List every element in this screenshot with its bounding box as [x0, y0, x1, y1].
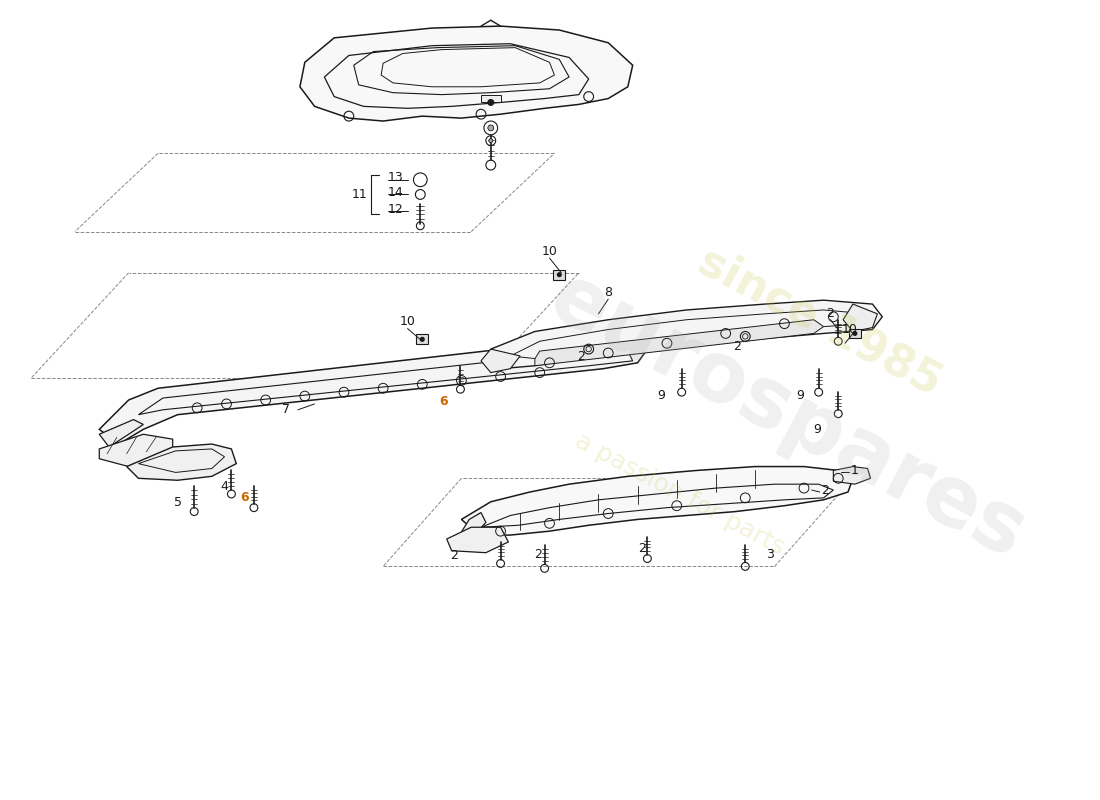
- Polygon shape: [460, 513, 486, 542]
- Text: 12: 12: [388, 202, 404, 216]
- Text: 9: 9: [814, 423, 822, 436]
- Circle shape: [420, 338, 425, 342]
- Circle shape: [852, 331, 857, 335]
- Text: 10: 10: [541, 245, 558, 258]
- Text: a passion for parts: a passion for parts: [571, 429, 789, 559]
- Polygon shape: [99, 339, 648, 444]
- Text: 2: 2: [534, 548, 541, 561]
- Polygon shape: [535, 320, 824, 366]
- Circle shape: [488, 138, 493, 142]
- Text: 14: 14: [388, 186, 404, 199]
- Text: 8: 8: [604, 286, 613, 299]
- Text: 2: 2: [822, 483, 829, 497]
- Polygon shape: [447, 527, 508, 553]
- Text: 10: 10: [842, 323, 858, 336]
- Polygon shape: [834, 466, 870, 484]
- Text: 1: 1: [851, 464, 859, 477]
- Text: 2: 2: [576, 350, 585, 363]
- Text: 6: 6: [240, 491, 249, 504]
- Polygon shape: [843, 304, 878, 331]
- Text: 9: 9: [796, 389, 804, 402]
- Polygon shape: [99, 419, 143, 447]
- Polygon shape: [99, 434, 173, 466]
- Circle shape: [487, 125, 494, 131]
- Text: 2: 2: [639, 542, 647, 555]
- Text: 2: 2: [450, 549, 458, 562]
- Text: 4: 4: [221, 480, 229, 493]
- Text: 11: 11: [352, 188, 367, 201]
- Polygon shape: [300, 26, 632, 121]
- Polygon shape: [417, 334, 428, 344]
- Polygon shape: [553, 270, 565, 280]
- Text: 10: 10: [399, 315, 416, 328]
- Circle shape: [487, 99, 494, 106]
- Text: 3: 3: [766, 548, 773, 561]
- Text: since 1985: since 1985: [691, 239, 948, 404]
- Polygon shape: [126, 444, 236, 480]
- Text: 7: 7: [282, 403, 290, 416]
- Text: 9: 9: [657, 389, 665, 402]
- Text: 2: 2: [734, 340, 741, 353]
- Polygon shape: [481, 349, 520, 373]
- Polygon shape: [481, 94, 500, 102]
- Polygon shape: [491, 300, 882, 369]
- Text: 5: 5: [174, 496, 182, 510]
- Polygon shape: [849, 329, 861, 338]
- Text: 6: 6: [440, 395, 448, 409]
- Text: 13: 13: [388, 171, 404, 184]
- Text: 2: 2: [826, 307, 835, 320]
- Polygon shape: [461, 466, 852, 535]
- Text: eurospares: eurospares: [536, 256, 1040, 575]
- Circle shape: [558, 273, 561, 277]
